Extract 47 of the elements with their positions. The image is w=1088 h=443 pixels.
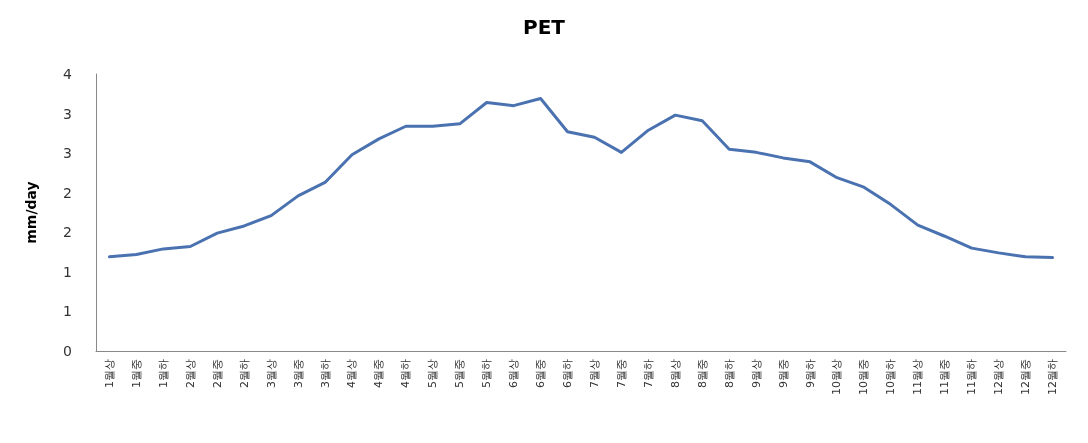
x-tick-label: 12월중 [1019,359,1033,395]
y-tick-label: 1 [63,263,72,280]
x-tick-label: 4월중 [372,359,386,388]
x-tick-label: 11월중 [938,359,952,395]
x-tick-label: 1월하 [156,359,170,388]
x-tick-label: 4월상 [345,359,359,388]
x-tick-label: 8월중 [695,359,709,388]
y-tick-label: 1 [63,303,72,320]
y-tick-label: 3 [63,105,72,122]
x-tick-label: 9월상 [749,359,763,388]
x-tick-label: 8월상 [668,359,682,388]
x-tick-label: 2월상 [183,359,197,388]
x-tick-label: 7월상 [587,359,601,388]
x-tick-label: 7월중 [614,359,628,388]
x-tick-label: 6월하 [561,359,575,388]
x-tick-label: 4월하 [399,359,413,388]
x-tick-label: 5월중 [453,359,467,388]
x-tick-label: 6월중 [534,359,548,388]
y-axis-title: mm/day [23,181,39,244]
chart-title: PET [523,15,566,39]
x-tick-label: 1월중 [129,359,143,388]
x-tick-label: 3월상 [264,359,278,388]
y-tick-label: 0 [63,343,72,359]
y-tick-label: 2 [63,184,72,201]
x-tick-label: 10월상 [830,359,844,395]
x-tick-label: 12월하 [1046,359,1060,395]
x-tick-label: 9월하 [803,359,817,388]
x-tick-label: 5월상 [426,359,440,388]
x-tick-label: 2월중 [210,359,224,388]
x-tick-label: 3월하 [318,359,332,388]
x-tick-label: 12월상 [992,359,1006,395]
line-series [107,97,1055,260]
x-tick-label: 10월중 [857,359,871,395]
x-tick-label: 6월상 [507,359,521,388]
x-tick-label: 1월상 [102,359,116,388]
x-tick-label: 10월하 [884,359,898,395]
x-tick-label: 3월중 [291,359,305,388]
x-tick-label: 11월상 [911,359,925,395]
x-tick-label: 11월하 [965,359,979,395]
x-tick-label: 9월중 [776,359,790,388]
x-tick-label: 5월하 [480,359,494,388]
x-tick-label: 2월하 [237,359,251,388]
x-tick-label: 7월하 [641,359,655,388]
y-tick-label: 2 [63,224,72,241]
x-tick-label: 8월하 [722,359,736,388]
y-tick-label: 3 [63,145,72,162]
y-tick-label: 4 [63,66,73,82]
